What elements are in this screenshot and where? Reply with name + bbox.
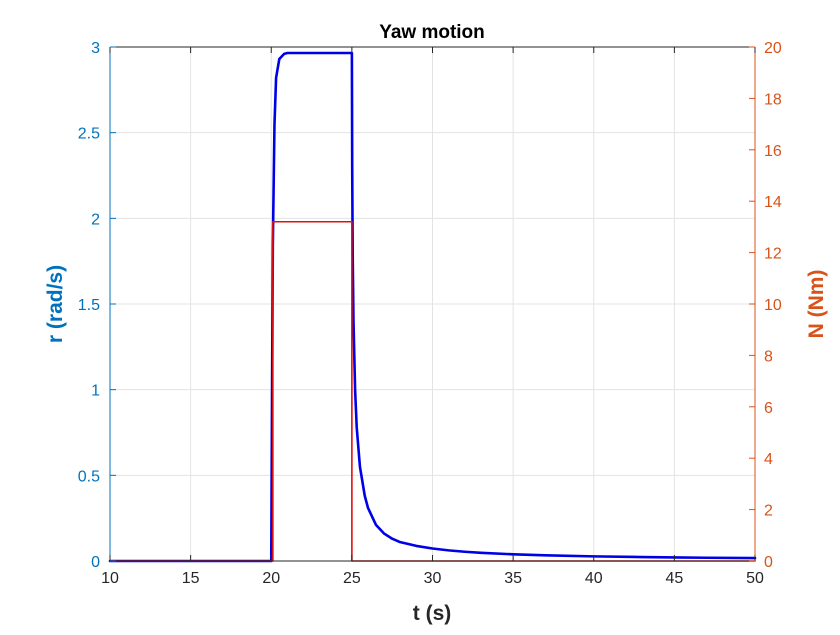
axes: [109, 46, 756, 562]
left-y-tick-label: 1.5: [78, 297, 100, 314]
right-y-tick-label: 16: [764, 143, 782, 160]
right-y-tick-label: 6: [764, 400, 773, 417]
left-y-tick-label: 3: [91, 40, 100, 57]
x-tick-label: 20: [262, 570, 280, 587]
right-y-tick-label: 10: [764, 297, 782, 314]
x-tick-label: 15: [182, 570, 200, 587]
right-y-tick-label: 18: [764, 91, 782, 108]
left-y-axis-label: r (rad/s): [44, 265, 67, 343]
right-y-tick-label: 4: [764, 451, 773, 468]
x-tick-label: 10: [101, 570, 119, 587]
right-y-tick-label: 12: [764, 246, 782, 263]
x-tick-label: 35: [504, 570, 522, 587]
left-y-tick-label: 0.5: [78, 468, 100, 485]
x-tick-label: 50: [746, 570, 764, 587]
right-y-tick-label: 2: [764, 503, 773, 520]
series-line-r: [108, 51, 757, 563]
x-tick-label: 30: [424, 570, 442, 587]
left-y-tick-label: 2.5: [78, 126, 100, 143]
right-y-axis-label: N (Nm): [805, 270, 828, 339]
x-tick-label: 40: [585, 570, 603, 587]
right-y-tick-label: 20: [764, 40, 782, 57]
left-y-tick-label: 2: [91, 211, 100, 228]
left-y-tick-label: 1: [91, 383, 100, 400]
right-y-tick-label: 0: [764, 554, 773, 571]
chart-title: Yaw motion: [379, 22, 485, 43]
grid: [110, 47, 755, 561]
x-tick-label: 45: [665, 570, 683, 587]
right-y-tick-label: 8: [764, 348, 773, 365]
left-y-tick-label: 0: [91, 554, 100, 571]
right-y-tick-label: 14: [764, 194, 782, 211]
tick-labels: 10 15 20 25 30 35 40 45 5000.511.522.53024681012…: [78, 40, 782, 587]
x-axis-label: t (s): [413, 602, 452, 625]
x-tick-label: 25: [343, 570, 361, 587]
